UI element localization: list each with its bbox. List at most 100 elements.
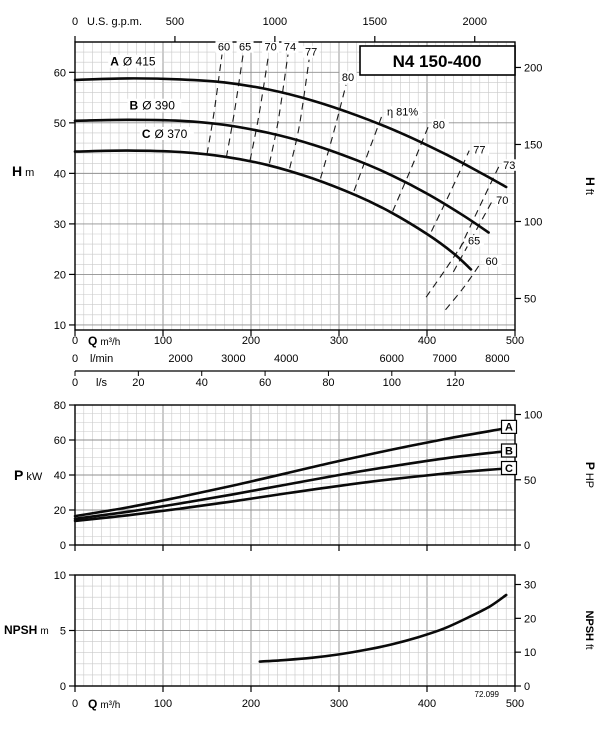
efficiency-labels: 60 65 70 74 77 80 η 81% 80 77 73 70 65 60 bbox=[215, 41, 520, 268]
head-x-axis-unit: m³/h bbox=[100, 337, 120, 348]
svg-text:30: 30 bbox=[524, 580, 536, 592]
svg-text:2000: 2000 bbox=[168, 353, 192, 365]
head-chart: 60 65 70 74 77 80 η 81% 80 77 73 70 65 60 A Ø 415 B Ø 39… bbox=[54, 16, 543, 389]
svg-text:150: 150 bbox=[524, 139, 542, 151]
curve-A bbox=[73, 77, 508, 189]
efficiency-contour-70 bbox=[249, 54, 270, 161]
npsh-x-axis-unit: m³/h bbox=[100, 700, 120, 711]
svg-text:200: 200 bbox=[524, 62, 542, 74]
svg-text:1000: 1000 bbox=[263, 16, 287, 28]
lmin-axis-unit-label: l/min bbox=[90, 353, 113, 365]
svg-text:80: 80 bbox=[322, 377, 334, 389]
svg-text:7000: 7000 bbox=[432, 353, 456, 365]
head-y-right-unit: ft bbox=[583, 189, 595, 195]
curve-NPSH bbox=[258, 593, 508, 663]
npsh-y-left-symbol: NPSH bbox=[4, 623, 37, 637]
svg-text:200: 200 bbox=[242, 335, 260, 347]
efficiency-label-60: 60 bbox=[218, 42, 230, 54]
head-y-left-symbol: H bbox=[12, 163, 22, 179]
npsh-y-right-symbol: NPSH bbox=[583, 610, 595, 641]
svg-text:500: 500 bbox=[506, 698, 524, 710]
svg-text:20: 20 bbox=[524, 613, 536, 625]
svg-text:400: 400 bbox=[418, 335, 436, 347]
curve-C bbox=[73, 149, 473, 271]
efficiency-contour-60 bbox=[445, 261, 483, 311]
head-x-axis-symbol: Q bbox=[88, 334, 97, 348]
svg-text:0: 0 bbox=[72, 16, 78, 28]
svg-text:40: 40 bbox=[196, 377, 208, 389]
curve-end-box-B bbox=[500, 443, 518, 458]
efficiency-label-70: 70 bbox=[496, 195, 508, 207]
svg-text:60: 60 bbox=[54, 67, 66, 79]
svg-text:300: 300 bbox=[330, 698, 348, 710]
svg-text:0: 0 bbox=[72, 698, 78, 710]
svg-text:100: 100 bbox=[524, 410, 542, 422]
svg-text:0: 0 bbox=[524, 540, 530, 552]
efficiency-label-74: 74 bbox=[284, 42, 296, 54]
svg-text:50: 50 bbox=[524, 293, 536, 305]
npsh-y-left-axis-label: NPSH m bbox=[4, 623, 49, 637]
svg-text:0: 0 bbox=[60, 540, 66, 552]
svg-text:100: 100 bbox=[524, 216, 542, 228]
svg-text:500: 500 bbox=[506, 335, 524, 347]
figure-code: 72.099 bbox=[475, 690, 500, 699]
curve-B bbox=[73, 118, 490, 234]
svg-text:4000: 4000 bbox=[274, 353, 298, 365]
efficiency-contour-60 bbox=[206, 54, 223, 155]
efficiency-label-77: 77 bbox=[305, 47, 317, 59]
curve-end-label-A: A bbox=[505, 422, 513, 434]
power-grid bbox=[75, 405, 515, 545]
svg-text:60: 60 bbox=[54, 435, 66, 447]
npsh-y-right-unit: ft bbox=[583, 644, 594, 650]
svg-text:10: 10 bbox=[524, 647, 536, 659]
efficiency-contour-80 bbox=[319, 84, 347, 179]
power-y-right-axis-label: P HP bbox=[583, 462, 597, 488]
efficiency-label-70: 70 bbox=[264, 42, 276, 54]
curve-end-label-C: C bbox=[505, 463, 513, 475]
svg-text:3000: 3000 bbox=[221, 353, 245, 365]
head-y-right-symbol: H bbox=[583, 177, 597, 186]
efficiency-label-80: 80 bbox=[433, 119, 445, 131]
power-y-left-unit: kW bbox=[26, 471, 43, 483]
power-chart: ABC 0 20 40 60 80 0 50 100 bbox=[54, 400, 543, 552]
ls-axis-unit-label: l/s bbox=[96, 377, 108, 389]
efficiency-contour-65 bbox=[225, 54, 244, 158]
power-curves bbox=[73, 425, 517, 523]
curve-end-box-C bbox=[500, 460, 518, 476]
power-y-right-symbol: P bbox=[583, 462, 597, 470]
efficiency-label-73: 73 bbox=[503, 160, 515, 172]
svg-text:20: 20 bbox=[54, 505, 66, 517]
svg-text:0: 0 bbox=[72, 377, 78, 389]
pump-model-title: N4 150-400 bbox=[393, 52, 482, 71]
npsh-grid bbox=[75, 575, 515, 686]
head-y-right-axis-label: Hft bbox=[583, 177, 597, 195]
npsh-y-left-unit: m bbox=[40, 626, 48, 637]
head-curves bbox=[73, 77, 508, 271]
svg-text:30: 30 bbox=[54, 219, 66, 231]
svg-text:500: 500 bbox=[166, 16, 184, 28]
svg-text:60: 60 bbox=[259, 377, 271, 389]
svg-text:80: 80 bbox=[54, 400, 66, 412]
npsh-y-right-axis-label: NPSH ft bbox=[583, 610, 595, 649]
efficiency-contour-65 bbox=[425, 241, 465, 298]
gpm-axis-unit-label: U.S. g.p.m. bbox=[87, 16, 142, 28]
svg-text:0: 0 bbox=[524, 681, 530, 693]
svg-text:10: 10 bbox=[54, 570, 66, 582]
svg-text:100: 100 bbox=[154, 698, 172, 710]
head-y-left-unit: m bbox=[25, 167, 34, 179]
svg-text:0: 0 bbox=[60, 681, 66, 693]
curve-B bbox=[73, 449, 517, 521]
efficiency-contour-η 81% bbox=[353, 112, 384, 192]
svg-text:40: 40 bbox=[54, 168, 66, 180]
svg-text:200: 200 bbox=[242, 698, 260, 710]
title-box bbox=[359, 45, 516, 76]
power-axes: 0 20 40 60 80 0 50 100 bbox=[54, 400, 543, 552]
svg-text:0: 0 bbox=[72, 335, 78, 347]
